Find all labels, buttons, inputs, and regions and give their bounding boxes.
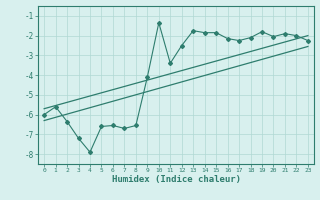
X-axis label: Humidex (Indice chaleur): Humidex (Indice chaleur) bbox=[111, 175, 241, 184]
